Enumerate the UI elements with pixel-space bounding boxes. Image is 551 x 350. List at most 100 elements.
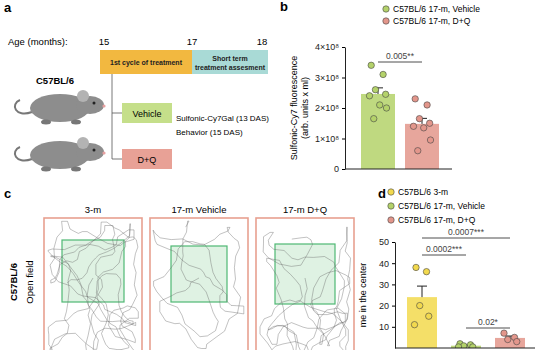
figure: abcdAge (months):1517181st cycle of trea… [0,0,551,350]
axis-label: Age (months): [8,36,68,47]
tick-mark [392,263,395,264]
data-point [413,264,419,270]
column-title: 17-m D+Q [283,204,327,215]
bar [361,94,395,169]
tick-label: 1×10⁸ [315,134,339,144]
mouse-tail [15,147,32,160]
tick-mark [392,306,395,307]
age-tick: 15 [99,36,110,47]
assessment-label: Behavior (15 DAS) [176,128,243,137]
mouse-foot [41,167,51,172]
mouse-icon [15,90,106,125]
connector [112,74,113,159]
tick: 20 [379,301,395,311]
group-box [122,103,172,123]
group-box [122,149,172,169]
tick: 3×10⁸ [315,73,345,83]
tick-mark [342,78,345,79]
track [260,227,351,350]
mouse-foot [41,120,51,125]
tick: 0 [334,164,345,174]
significance-label: 0.0002*** [426,244,463,254]
significance-label: 0.02* [478,317,499,327]
significance-bracket [378,62,422,63]
bar-chart: 0 1×10⁸ 2×10⁸ 3×10⁸ 4×10⁸ Sulfonic-Cy7 fluore… [289,4,480,174]
legend-marker [388,217,394,223]
panel-label: b [280,0,288,14]
track [153,221,244,348]
data-point [416,115,422,121]
y-axis: 0 1×10⁸ 2×10⁸ 3×10⁸ 4×10⁸ [315,42,346,174]
axis-line [345,48,346,170]
y-axis-title: Sulfonic-Cy7 fluorescence [289,56,299,161]
legend-marker [388,189,394,195]
significance-label: 0.0007*** [448,227,485,237]
tick-label: 40 [379,259,389,269]
phase-label: 1st cycle of treatment [110,59,183,67]
column-title: 3-m [85,204,101,215]
phase-box [100,50,192,74]
legend-marker [388,203,394,209]
mouse-foot [71,120,81,125]
data-point [383,105,389,111]
data-point [501,330,507,336]
legend-marker [383,6,389,12]
mouse-foot [71,167,81,172]
tick: 4×10⁸ [315,42,345,52]
data-point [421,125,427,131]
bar-chart: 1020304050me in the centerC57BL/6 3-mC57… [358,187,535,350]
data-point [424,102,430,108]
data-point [417,302,423,308]
marks [361,62,439,169]
bar [405,124,439,169]
row-label: C57BL/6 [8,263,19,301]
tick-mark [392,284,395,285]
tick-label: 3×10⁸ [315,73,339,83]
arena-border [150,218,248,350]
row-label: Open field [24,260,35,303]
tick-mark [342,47,345,48]
legend-label: C57BL/6 17-m, D+Q [398,215,476,225]
tick-mark [342,169,345,170]
bar [407,297,437,348]
data-point [505,336,511,342]
mouse-tail [15,100,32,113]
panel-a: Age (months):1517181st cycle of treatmen… [8,36,269,172]
data-point [368,62,374,68]
tick: 2×10⁸ [315,103,345,113]
tick-mark [342,108,345,109]
data-point [410,123,416,129]
mouse-ear [77,90,89,102]
panel-label: d [378,186,386,201]
track [48,221,138,350]
data-point [377,102,383,108]
tick-label: 4×10⁸ [315,42,339,52]
phase-label: treatment assesment [195,64,266,71]
arena-center [171,246,227,302]
group-label: D+Q [138,155,157,165]
strain-label: C57BL/6 [36,75,74,86]
tick-mark [342,139,345,140]
tick-mark [392,327,395,328]
significance-bracket [422,238,510,239]
column-title: 17-m Vehicle [172,204,227,215]
legend-label: C57BL/6 17-m, D+Q [393,16,471,26]
tick: 50 [379,237,395,247]
data-point [380,71,386,77]
arena-border [256,218,354,350]
x-axis-line [345,169,452,170]
panel-label: c [4,186,11,201]
mouse-eye [93,102,96,105]
connector [112,159,122,160]
data-point [372,87,378,93]
data-point [514,338,520,344]
data-point [371,115,377,121]
tick-label: 0 [334,164,339,174]
tick-label: 50 [379,237,389,247]
panel-c: C57BL/6 Open field 3-m 17-m Vehicle 17-m D+Q [8,204,354,350]
data-point [455,344,461,348]
marks [407,264,525,348]
significance-bracket [466,328,510,329]
group-label: Vehicle [132,109,161,119]
mouse-icon [15,137,106,172]
